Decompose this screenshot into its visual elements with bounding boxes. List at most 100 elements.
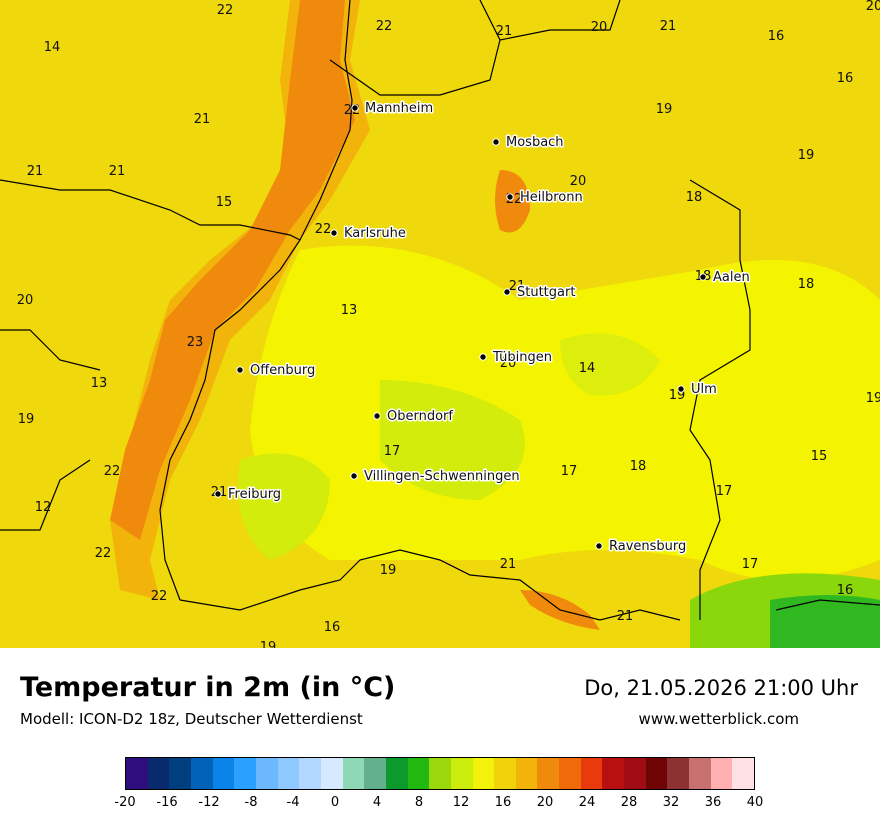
legend-swatch — [234, 758, 256, 789]
legend-tick-label: 16 — [494, 795, 512, 810]
legend-swatch — [710, 758, 733, 789]
temperature-value: 22 — [104, 464, 121, 479]
city-label: Oberndorf — [387, 409, 453, 424]
map-canvas: 21 19 20 18 21 22 22 22 Mannheim Mosbach Heilbronn… — [0, 0, 880, 648]
temperature-value: 20 — [17, 293, 34, 308]
legend-swatch — [429, 758, 451, 789]
legend-tick-label: 36 — [704, 795, 722, 810]
city-marker — [506, 193, 514, 201]
temperature-value: 17 — [742, 557, 759, 572]
legend-tick-label: -8 — [244, 795, 258, 810]
map-title: Temperatur in 2m (in °C) — [20, 672, 396, 703]
city-marker — [699, 273, 707, 281]
temperature-value: 21 — [194, 112, 211, 127]
city-marker — [330, 229, 338, 237]
temperature-value: 22 — [151, 589, 168, 604]
legend-swatch — [364, 758, 386, 789]
legend-tick-label: 40 — [746, 795, 764, 810]
temperature-value: 17 — [561, 464, 578, 479]
legend-swatch — [169, 758, 191, 789]
temperature-value: 22 — [217, 3, 234, 18]
city-marker — [503, 288, 511, 296]
temperature-map: 21 19 20 18 21 22 22 22 Mannheim Mosbach Heilbronn… — [0, 0, 880, 649]
city-temperature: 22 — [344, 103, 361, 118]
temperature-value: 20 — [866, 0, 880, 14]
city-label: Heilbronn — [520, 190, 583, 205]
city-label: Stuttgart — [517, 285, 575, 300]
temperature-value: 19 — [380, 563, 397, 578]
temperature-value: 19 — [656, 102, 673, 117]
temperature-value: 14 — [579, 361, 596, 376]
temperature-value: 16 — [324, 620, 341, 635]
city-label: Mannheim — [365, 101, 433, 116]
legend-tick-label: 12 — [452, 795, 470, 810]
legend-swatch — [645, 758, 668, 789]
city-marker — [236, 366, 244, 374]
legend-swatch — [602, 758, 625, 789]
temperature-value: 19 — [866, 391, 880, 406]
legend-tick-label: -4 — [286, 795, 300, 810]
map-footer: Temperatur in 2m (in °C) Modell: ICON-D2… — [0, 648, 880, 830]
city-label: Tübingen — [492, 350, 552, 365]
temperature-value: 21 — [500, 557, 517, 572]
temperature-value: 12 — [35, 500, 52, 515]
legend-swatch — [515, 758, 538, 789]
legend-swatch — [580, 758, 603, 789]
legend-swatch — [320, 758, 343, 789]
temperature-value: 21 — [27, 164, 44, 179]
legend-swatch — [299, 758, 321, 789]
city-marker — [492, 138, 500, 146]
model-info: Modell: ICON-D2 18z, Deutscher Wetterdie… — [20, 710, 363, 728]
temperature-value: 15 — [216, 195, 233, 210]
legend-swatch — [450, 758, 473, 789]
city-marker — [677, 385, 685, 393]
temperature-value: 18 — [630, 459, 647, 474]
legend-tick-label: 4 — [372, 795, 382, 810]
city-marker — [350, 472, 358, 480]
temperature-value: 20 — [570, 174, 587, 189]
legend-swatch — [277, 758, 300, 789]
city-marker — [373, 412, 381, 420]
temperature-value: 19 — [260, 640, 277, 648]
legend-swatch — [126, 758, 148, 789]
legend-swatch — [559, 758, 581, 789]
legend-tick-label: 32 — [662, 795, 680, 810]
legend-tick-label: 0 — [330, 795, 340, 810]
city-label: Offenburg — [250, 363, 315, 378]
website-link[interactable]: www.wetterblick.com — [638, 710, 799, 728]
city-temperature: 20 — [500, 356, 517, 371]
temperature-value: 22 — [376, 19, 393, 34]
city-label: Aalen — [713, 270, 750, 285]
temperature-value: 22 — [95, 546, 112, 561]
legend-tick-label: -12 — [198, 795, 220, 810]
temperature-value: 14 — [44, 40, 61, 55]
legend-swatch — [667, 758, 690, 789]
legend-tick-labels: -20 -16 -12 -8 -4 0 4 8 12 16 20 24 28 32 36 40 — [114, 793, 763, 813]
legend-tick-label: -16 — [156, 795, 178, 810]
city-label: Villingen-Schwenningen — [364, 469, 520, 484]
city-label: Ulm — [691, 382, 717, 397]
temperature-value: 19 — [798, 148, 815, 163]
temperature-value: 17 — [384, 444, 401, 459]
temperature-value: 18 — [798, 277, 815, 292]
city-temperature: 21 — [509, 279, 526, 294]
legend-swatch — [255, 758, 278, 789]
temperature-value: 23 — [187, 335, 204, 350]
city-marker — [479, 353, 487, 361]
legend-color-bar — [125, 757, 755, 790]
legend-tick-label: 8 — [414, 795, 424, 810]
color-legend: -20 -16 -12 -8 -4 0 4 8 12 16 20 24 28 32 36 40 — [114, 757, 763, 810]
temperature-value: 16 — [768, 29, 785, 44]
legend-swatch — [147, 758, 170, 789]
temperature-value: 21 — [109, 164, 126, 179]
city-label: Freiburg — [228, 487, 281, 502]
forecast-datetime: Do, 21.05.2026 21:00 Uhr — [584, 676, 858, 700]
temperature-value: 15 — [811, 449, 828, 464]
legend-swatch — [472, 758, 495, 789]
temperature-value: 13 — [341, 303, 358, 318]
temperature-value: 21 — [660, 19, 677, 34]
temperature-value: 21 — [496, 24, 513, 39]
temperature-value: 13 — [91, 376, 108, 391]
legend-swatch — [689, 758, 711, 789]
legend-swatch — [385, 758, 408, 789]
